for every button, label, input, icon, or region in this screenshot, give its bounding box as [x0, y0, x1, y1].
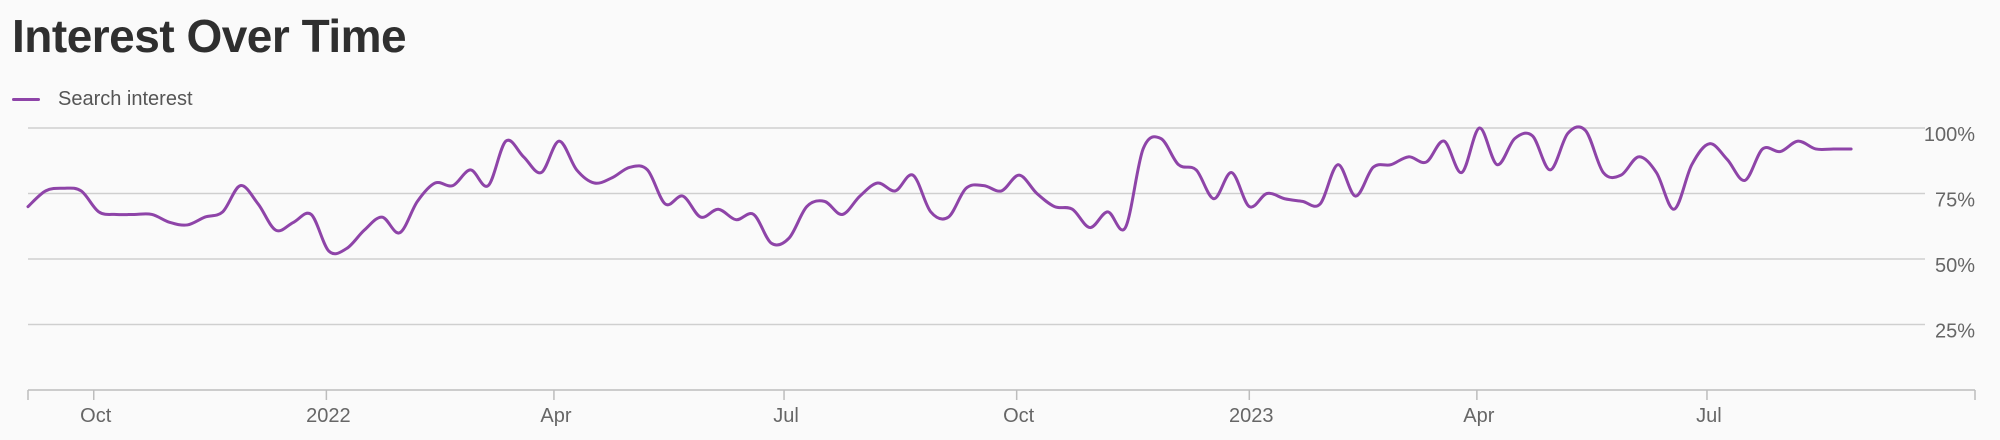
legend-swatch: [12, 98, 40, 101]
gridlines: [28, 127, 1925, 326]
y-tick-label: 100%: [1924, 124, 1975, 146]
y-tick-label: 50%: [1935, 255, 1975, 277]
line-chart: 100% 75% 50% 25% Oct 2022 Apr Jul Oct 2023 Apr Jul: [26, 124, 1976, 427]
chart-title: Interest Over Time: [12, 10, 407, 62]
x-tick-label: Apr: [540, 405, 571, 427]
tick-labels: 100% 75% 50% 25% Oct 2022 Apr Jul Oct 2023 Apr Jul: [80, 124, 1975, 427]
x-tick-label: Apr: [1463, 405, 1494, 427]
x-tick-label: Jul: [773, 405, 799, 427]
series-layer: [26, 125, 1853, 256]
x-tick-label: Oct: [80, 405, 112, 427]
series-line-search-interest: [26, 125, 1853, 256]
x-tick-label: Oct: [1003, 405, 1035, 427]
y-tick-label: 25%: [1935, 321, 1975, 343]
x-axis: [27, 389, 1976, 400]
legend-label: Search interest: [58, 88, 193, 110]
x-tick-label: 2022: [306, 405, 351, 427]
x-tick-label: Jul: [1696, 405, 1722, 427]
y-tick-label: 75%: [1935, 190, 1975, 212]
x-tick-label: 2023: [1229, 405, 1274, 427]
chart-legend: Search interest: [12, 88, 193, 111]
